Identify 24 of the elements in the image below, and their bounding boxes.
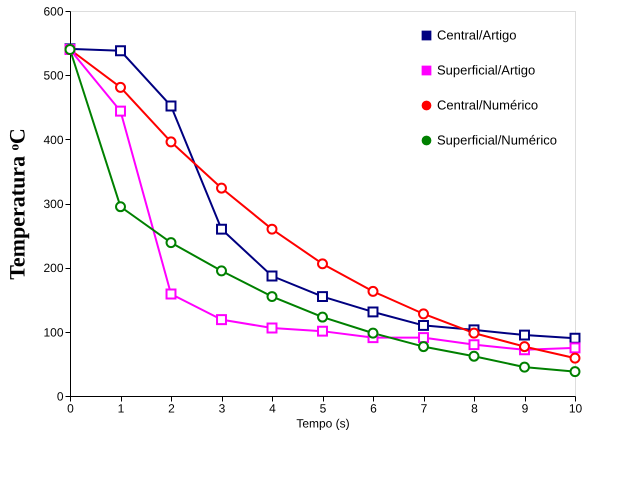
y-tick-label: 0 <box>56 390 64 404</box>
x-tick-label: 8 <box>471 402 478 416</box>
y-tick-label: 400 <box>43 132 64 147</box>
x-tick-label: 9 <box>522 402 529 416</box>
x-tick-label: 10 <box>568 402 582 416</box>
legend-label: Central/Numérico <box>437 98 538 112</box>
x-tick-label: 4 <box>269 402 276 416</box>
legend-label: Central/Artigo <box>437 28 516 42</box>
x-tick-label: 2 <box>168 402 176 416</box>
x-tick-label: 7 <box>420 402 428 416</box>
legend-label: Superficial/Artigo <box>437 62 536 78</box>
x-tick-label: 0 <box>67 402 74 416</box>
y-tick-label: 600 <box>43 4 64 18</box>
x-tick-label: 5 <box>320 402 327 416</box>
x-tick-label: 6 <box>370 402 378 416</box>
y-tick-label: 500 <box>43 68 64 83</box>
y-tick-label: 100 <box>43 325 64 340</box>
x-tick-label: 1 <box>118 402 125 416</box>
x-tick-label: 3 <box>218 402 226 416</box>
y-tick-label: 300 <box>43 197 64 211</box>
y-tick-label: 200 <box>43 261 64 276</box>
x-axis-title: Tempo (s) <box>296 416 350 430</box>
y-axis-title: Temperatura ᵒC <box>4 128 30 280</box>
legend-label: Superficial/Numérico <box>437 132 557 148</box>
